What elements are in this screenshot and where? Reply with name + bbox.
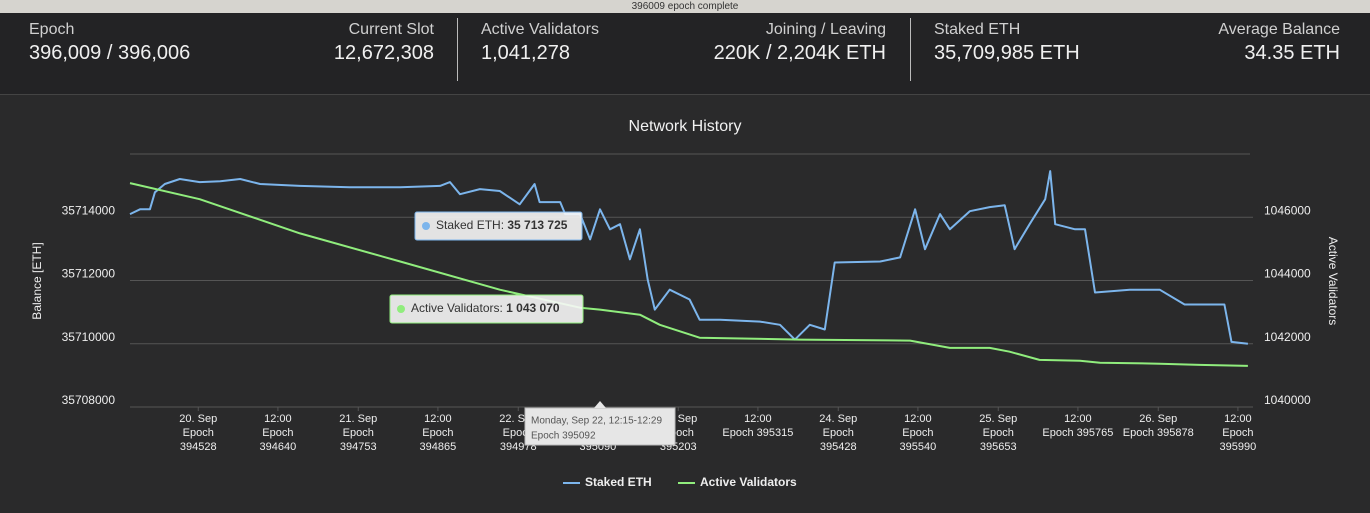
x-tooltip-epoch: Epoch 395092 (531, 431, 596, 442)
separator (910, 18, 911, 81)
legend-label: Staked ETH (585, 475, 652, 489)
y-tick-label: 35710000 (62, 330, 116, 344)
tooltip-text: Active Validators: 1 043 070 (411, 301, 560, 315)
y-axis-title: Balance [ETH] (30, 242, 44, 319)
x-tooltip-header: Monday, Sep 22, 12:15-12:29 (531, 416, 662, 427)
series-line (129, 170, 1249, 345)
stat-label: Staked ETH (934, 21, 1021, 38)
stat-label: Active Validators (481, 21, 599, 38)
tooltip-label: Active Validators: (411, 301, 506, 315)
stat-value: 12,672,308 (333, 42, 434, 64)
x-tooltip-arrow (594, 401, 606, 408)
stat-value: 34.35 ETH (1244, 42, 1340, 64)
x-tick-label: 12:00 Epoch 395315 (722, 413, 793, 439)
x-tick-label: 12:00 Epoch 394865 (420, 413, 457, 453)
tooltip-box (389, 294, 584, 324)
series-line (129, 182, 1248, 367)
stat: Joining / Leaving 220K / 2,204K ETH (714, 21, 886, 65)
stat-label: Epoch (29, 21, 75, 38)
x-tick-label: 25. Sep Epoch 395653 (979, 413, 1017, 453)
stat-value: 35,709,985 ETH (934, 42, 1080, 64)
tooltip-value: 35 713 725 (507, 218, 567, 232)
stat: Staked ETH 35,709,985 ETH (934, 21, 1080, 65)
y-tick-label: 35712000 (62, 267, 116, 281)
y2-tick-label: 1046000 (1264, 203, 1311, 217)
stat-label: Average Balance (1218, 21, 1340, 38)
tooltip-text: Staked ETH: 35 713 725 (436, 218, 568, 232)
stat: Average Balance 34.35 ETH (1218, 21, 1340, 65)
tooltip-box (414, 211, 583, 241)
x-tick-label: 12:00 Epoch 394640 (260, 413, 297, 453)
chart: Network History Balance [ETH] Active Val… (30, 118, 1340, 489)
tooltip-dot (422, 222, 430, 230)
y-tick-label: 35714000 (62, 203, 116, 217)
x-tick-label: 12:00 Epoch 395990 (1220, 413, 1257, 453)
y2-tick-label: 1040000 (1264, 393, 1311, 407)
x-tick-label: 20. Sep Epoch 394528 (179, 413, 217, 453)
x-tick-label: 26. Sep Epoch 395878 (1123, 413, 1194, 439)
stat-value: 1,041,278 (481, 42, 570, 64)
stat: Current Slot 12,672,308 (334, 21, 434, 65)
tooltip-label: Staked ETH: (436, 218, 507, 232)
y2-axis-title: Active Validators (1326, 237, 1340, 325)
stat-value: 220K / 2,204K ETH (713, 42, 886, 64)
x-tick-label: 12:00 Epoch 395765 (1042, 413, 1113, 439)
separator (457, 18, 458, 81)
x-tick-label: 21. Sep Epoch 394753 (339, 413, 377, 453)
stat-value: 396,009 / 396,006 (29, 42, 191, 64)
chart-title: Network History (629, 118, 742, 135)
legend-label: Active Validators (700, 475, 797, 489)
stat: Epoch 396,009 / 396,006 (29, 21, 190, 65)
y-tick-label: 35708000 (62, 393, 116, 407)
x-tooltip-box (524, 407, 676, 446)
stat: Active Validators 1,041,278 (481, 21, 599, 65)
x-tick-label: 12:00 Epoch 395540 (900, 413, 937, 453)
x-tick-label: 24. Sep Epoch 395428 (819, 413, 857, 453)
tooltip-dot (397, 305, 405, 313)
y2-tick-label: 1044000 (1264, 267, 1311, 281)
status-bar: 396009 epoch complete (0, 0, 1370, 13)
stat-label: Joining / Leaving (765, 21, 886, 38)
stats-bar: Epoch 396,009 / 396,006 Current Slot 12,67… (0, 13, 1370, 95)
y2-tick-label: 1042000 (1264, 330, 1311, 344)
stat-label: Current Slot (348, 21, 434, 38)
tooltip-value: 1 043 070 (506, 301, 560, 315)
